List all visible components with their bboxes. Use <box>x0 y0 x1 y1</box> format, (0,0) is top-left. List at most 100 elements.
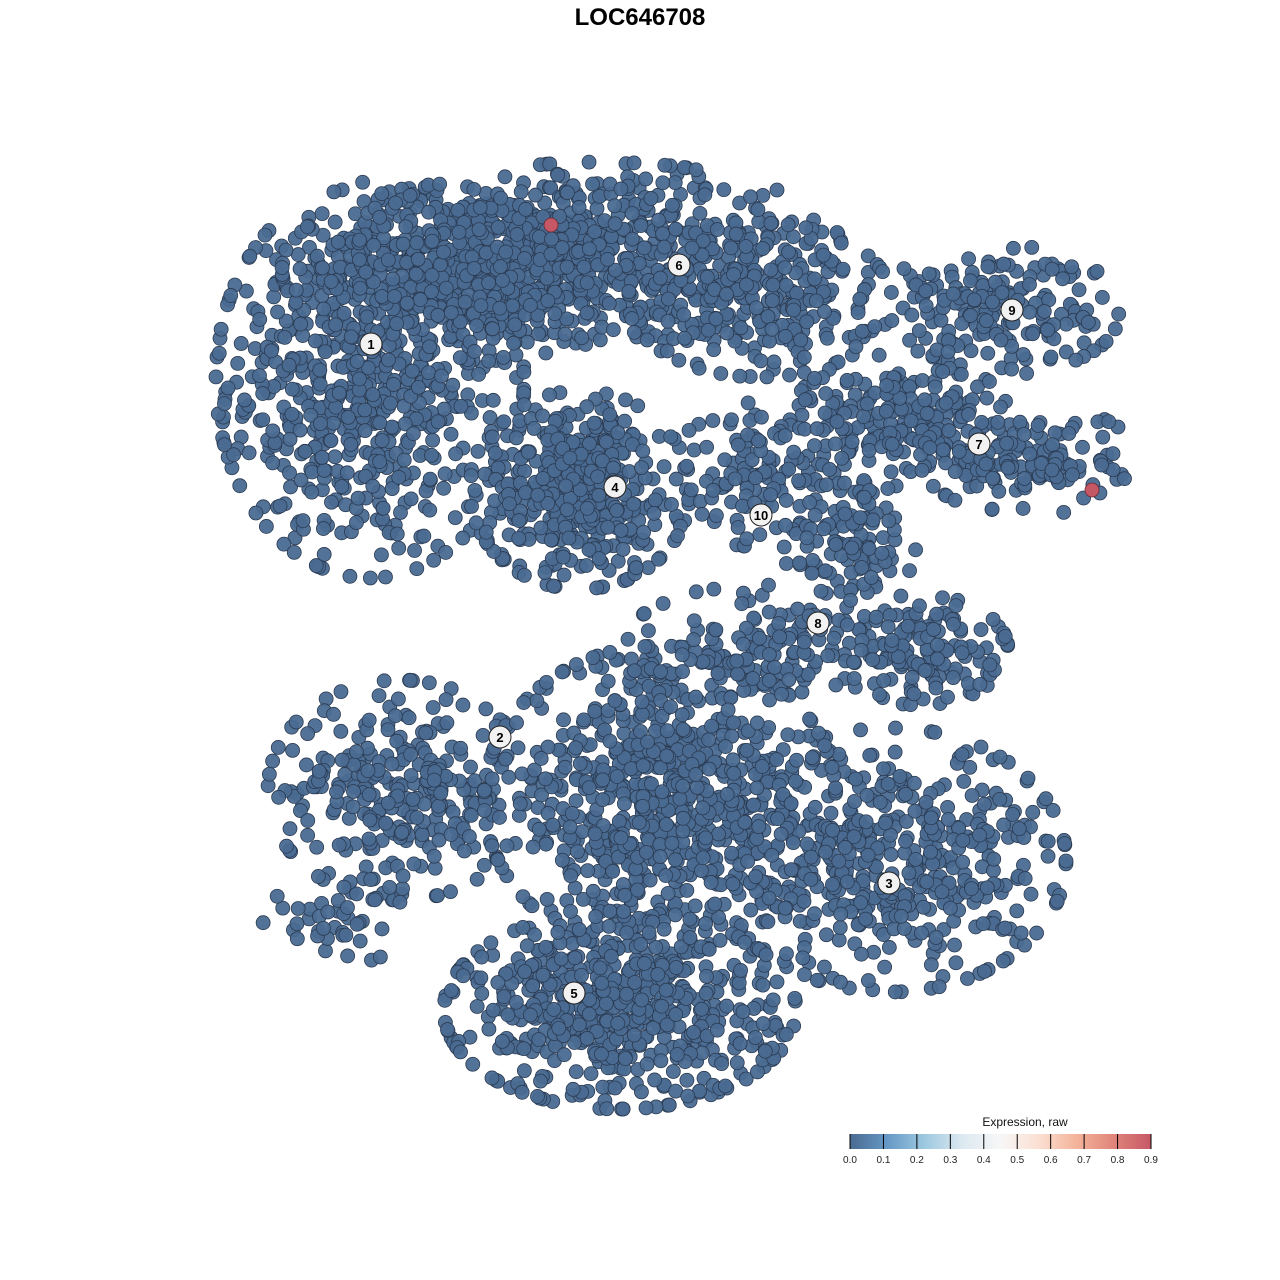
point <box>679 883 695 898</box>
point <box>808 293 824 309</box>
point <box>357 423 373 439</box>
point <box>561 530 577 546</box>
point <box>554 664 570 680</box>
point <box>581 542 597 558</box>
point <box>599 1101 615 1117</box>
point <box>252 311 268 327</box>
point <box>848 339 864 355</box>
point <box>765 277 781 293</box>
point <box>1020 770 1036 786</box>
point <box>847 936 863 952</box>
point <box>725 876 741 892</box>
point <box>581 780 597 796</box>
point <box>374 289 390 304</box>
point <box>805 552 820 568</box>
point <box>716 182 732 197</box>
point <box>313 416 328 432</box>
point <box>769 182 785 198</box>
point <box>617 413 633 429</box>
points-layer <box>208 154 1132 1117</box>
point <box>701 761 717 777</box>
point <box>733 963 748 978</box>
point <box>436 480 452 496</box>
point <box>430 414 446 430</box>
point <box>511 531 527 546</box>
point <box>927 724 943 740</box>
point <box>633 218 649 233</box>
point <box>637 956 652 971</box>
point <box>1057 836 1073 851</box>
point <box>533 751 549 766</box>
point <box>688 162 704 178</box>
point <box>602 903 618 919</box>
point <box>493 259 508 274</box>
point <box>516 695 532 710</box>
point <box>551 1020 567 1036</box>
point <box>856 409 871 424</box>
point <box>605 460 621 476</box>
point <box>266 289 282 305</box>
point <box>278 242 294 258</box>
point <box>688 767 704 782</box>
point <box>293 803 308 818</box>
point <box>539 674 554 690</box>
point <box>580 863 596 879</box>
point <box>517 964 532 980</box>
point <box>375 500 391 516</box>
point <box>571 1017 587 1033</box>
point <box>511 513 527 528</box>
point <box>384 419 400 435</box>
point <box>469 318 485 334</box>
point <box>430 888 445 903</box>
point <box>1038 791 1054 807</box>
point <box>658 817 674 832</box>
point <box>789 285 805 301</box>
point <box>867 319 883 335</box>
point <box>455 697 471 713</box>
point <box>409 810 425 825</box>
point <box>409 561 425 577</box>
point <box>755 241 771 256</box>
point <box>613 181 629 197</box>
point <box>490 975 506 990</box>
point <box>786 302 801 318</box>
point <box>594 1046 609 1062</box>
point <box>607 693 623 709</box>
point <box>1044 462 1060 478</box>
point <box>270 304 285 320</box>
point <box>323 433 339 449</box>
point <box>226 447 241 463</box>
point <box>297 444 313 459</box>
point <box>652 270 668 286</box>
point <box>438 692 454 708</box>
point <box>616 904 631 920</box>
point <box>410 251 426 267</box>
point <box>668 1007 684 1022</box>
point <box>560 185 575 201</box>
point <box>531 326 546 342</box>
point <box>345 799 361 815</box>
point <box>917 392 933 408</box>
point <box>383 395 398 411</box>
point <box>553 951 569 967</box>
point <box>232 478 248 494</box>
point <box>974 415 990 430</box>
point <box>701 732 717 748</box>
point <box>391 540 407 556</box>
point <box>931 979 947 995</box>
point <box>658 868 674 883</box>
point <box>610 425 626 441</box>
point <box>581 241 597 257</box>
point <box>684 240 700 256</box>
point <box>671 352 687 368</box>
point <box>572 482 588 498</box>
point <box>1022 446 1038 462</box>
point <box>902 379 917 395</box>
point <box>923 810 939 826</box>
point <box>999 435 1015 451</box>
point <box>749 715 765 731</box>
point <box>817 738 833 754</box>
point <box>960 971 975 986</box>
point <box>746 797 761 813</box>
point <box>538 939 554 955</box>
